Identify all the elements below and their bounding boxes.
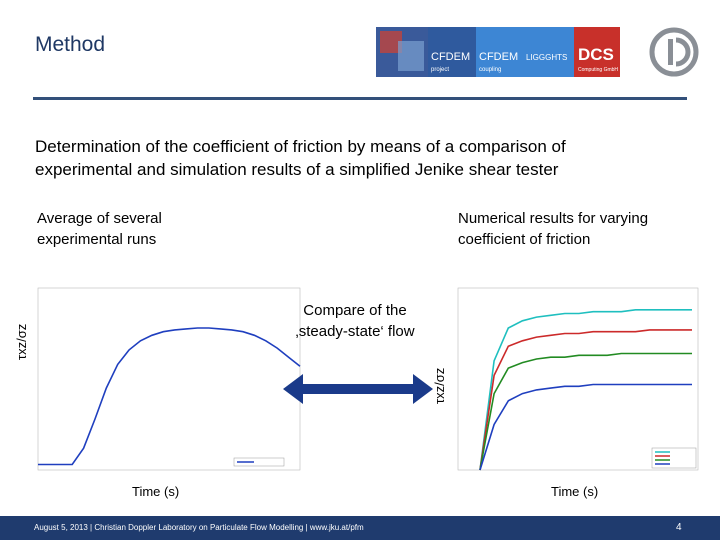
left-caption-line-1: Average of several: [37, 210, 162, 227]
right-x-label: Time (s): [551, 484, 599, 499]
svg-text:coupling: coupling: [479, 67, 501, 73]
cfdem-project-logo: CFDEM project: [376, 27, 476, 77]
left-y-label: τxz/σz: [14, 323, 29, 360]
intro-text: Determination of the coefficient of fric…: [35, 135, 695, 181]
logo-strip: CFDEM project CFDEM coupling LIGGGHTS DC…: [376, 27, 699, 77]
numerical-plot-frame: [457, 287, 699, 471]
numerical-series-line: [479, 352, 692, 471]
svg-text:LIGGGHTS: LIGGGHTS: [526, 53, 567, 62]
experimental-plot: [20, 280, 310, 480]
intro-line-2: experimental and simulation results of a…: [35, 160, 559, 179]
left-caption-line-2: experimental runs: [37, 231, 157, 248]
footer-text: August 5, 2013 | Christian Doppler Labor…: [34, 523, 364, 532]
numerical-series-line: [479, 383, 692, 471]
intro-line-1: Determination of the coefficient of fric…: [35, 137, 566, 156]
right-caption: Numerical results for varying coefficien…: [458, 208, 648, 250]
header-rule: [33, 97, 687, 100]
svg-text:project: project: [431, 67, 449, 73]
right-y-label: τxz/σz: [432, 367, 447, 404]
right-caption-line-1: Numerical results for varying: [458, 210, 649, 227]
dcs-logo: DCS Computing GmbH: [574, 27, 620, 77]
liggghts-logo: LIGGGHTS: [526, 27, 574, 77]
svg-text:Computing GmbH: Computing GmbH: [578, 67, 618, 73]
numerical-series-line: [479, 329, 692, 471]
cfdem-coupling-logo: CFDEM coupling: [476, 27, 526, 77]
svg-text:DCS: DCS: [578, 45, 614, 64]
left-caption: Average of several experimental runs: [37, 208, 162, 250]
double-arrow-icon: [283, 374, 433, 404]
footer-bar: [0, 516, 720, 540]
page-number: 4: [676, 522, 682, 533]
experimental-series-line: [38, 327, 301, 466]
cd-lab-logo: [649, 27, 699, 77]
experimental-plot-frame: [37, 287, 301, 471]
svg-text:CFDEM: CFDEM: [479, 51, 518, 63]
compare-label: Compare of the ‚steady-state‘ flow: [295, 302, 415, 340]
right-caption-line-2: coefficient of friction: [458, 231, 591, 248]
experimental-legend: [233, 457, 285, 467]
cfdem-project-text: CFDEM: [431, 51, 470, 63]
slide-title: Method: [35, 33, 106, 56]
numerical-series-line: [479, 308, 692, 471]
numerical-plot: [440, 280, 702, 480]
numerical-legend: [651, 447, 697, 469]
left-x-label: Time (s): [132, 484, 180, 499]
